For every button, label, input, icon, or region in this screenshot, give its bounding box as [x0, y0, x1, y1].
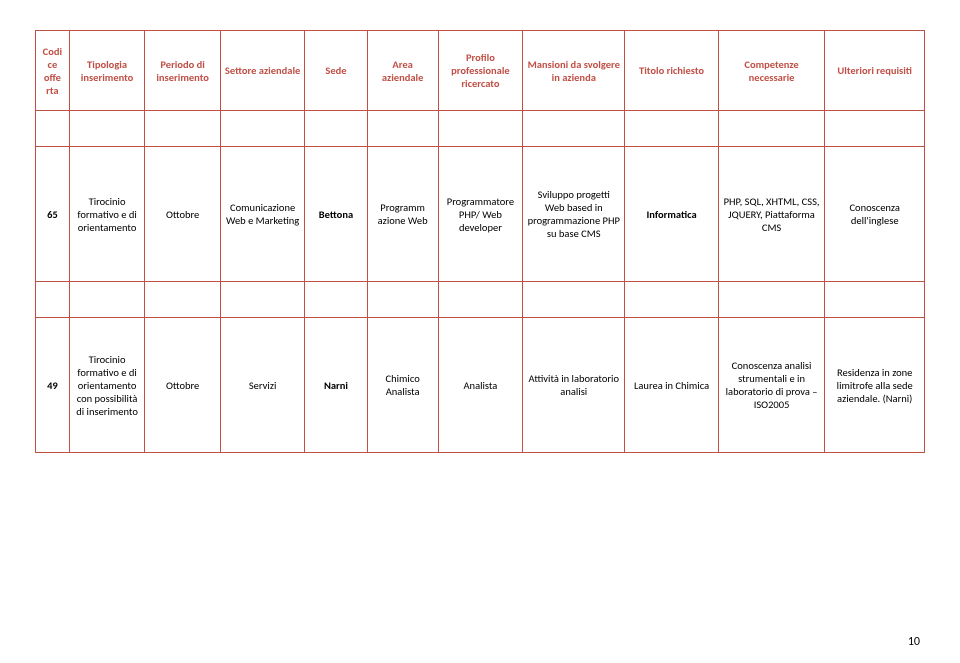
col-header-mansioni: Mansioni da svolgere in azienda	[523, 31, 625, 111]
cell-code: 65	[36, 147, 70, 282]
cell-profilo: Analista	[438, 318, 522, 453]
header-row: Codi ce offe rta Tipologia inserimento P…	[36, 31, 925, 111]
cell-titolo: Informatica	[625, 147, 718, 282]
cell-settore: Comunicazione Web e Marketing	[220, 147, 304, 282]
col-header-area: Area aziendale	[367, 31, 438, 111]
cell-sede: Bettona	[305, 147, 367, 282]
cell-tipologia: Tirocinio formativo e di orientamento	[69, 147, 145, 282]
spacer-row	[36, 111, 925, 147]
cell-area: Programm azione Web	[367, 147, 438, 282]
cell-code: 49	[36, 318, 70, 453]
table-row: 65 Tirocinio formativo e di orientamento…	[36, 147, 925, 282]
cell-periodo: Ottobre	[145, 318, 221, 453]
cell-settore: Servizi	[220, 318, 304, 453]
col-header-sede: Sede	[305, 31, 367, 111]
cell-ulteriori: Residenza in zone limitrofe alla sede az…	[825, 318, 925, 453]
col-header-titolo: Titolo richiesto	[625, 31, 718, 111]
cell-titolo: Laurea in Chimica	[625, 318, 718, 453]
col-header-settore: Settore aziendale	[220, 31, 304, 111]
cell-area: Chimico Analista	[367, 318, 438, 453]
page-number: 10	[908, 635, 920, 649]
cell-competenze: PHP, SQL, XHTML, CSS, JQUERY, Piattaform…	[718, 147, 825, 282]
col-header-periodo: Periodo di inserimento	[145, 31, 221, 111]
cell-sede: Narni	[305, 318, 367, 453]
cell-tipologia: Tirocinio formativo e di orientamento co…	[69, 318, 145, 453]
table-row: 49 Tirocinio formativo e di orientamento…	[36, 318, 925, 453]
col-header-tipologia: Tipologia inserimento	[69, 31, 145, 111]
job-listings-table: Codi ce offe rta Tipologia inserimento P…	[35, 30, 925, 453]
spacer-row	[36, 282, 925, 318]
cell-profilo: Programmatore PHP/ Web developer	[438, 147, 522, 282]
col-header-code: Codi ce offe rta	[36, 31, 70, 111]
col-header-competenze: Competenze necessarie	[718, 31, 825, 111]
col-header-ulteriori: Ulteriori requisiti	[825, 31, 925, 111]
cell-mansioni: Attività in laboratorio analisi	[523, 318, 625, 453]
cell-periodo: Ottobre	[145, 147, 221, 282]
col-header-profilo: Profilo professionale ricercato	[438, 31, 522, 111]
cell-ulteriori: Conoscenza dell'inglese	[825, 147, 925, 282]
cell-competenze: Conoscenza analisi strumentali e in labo…	[718, 318, 825, 453]
cell-mansioni: Sviluppo progetti Web based in programma…	[523, 147, 625, 282]
